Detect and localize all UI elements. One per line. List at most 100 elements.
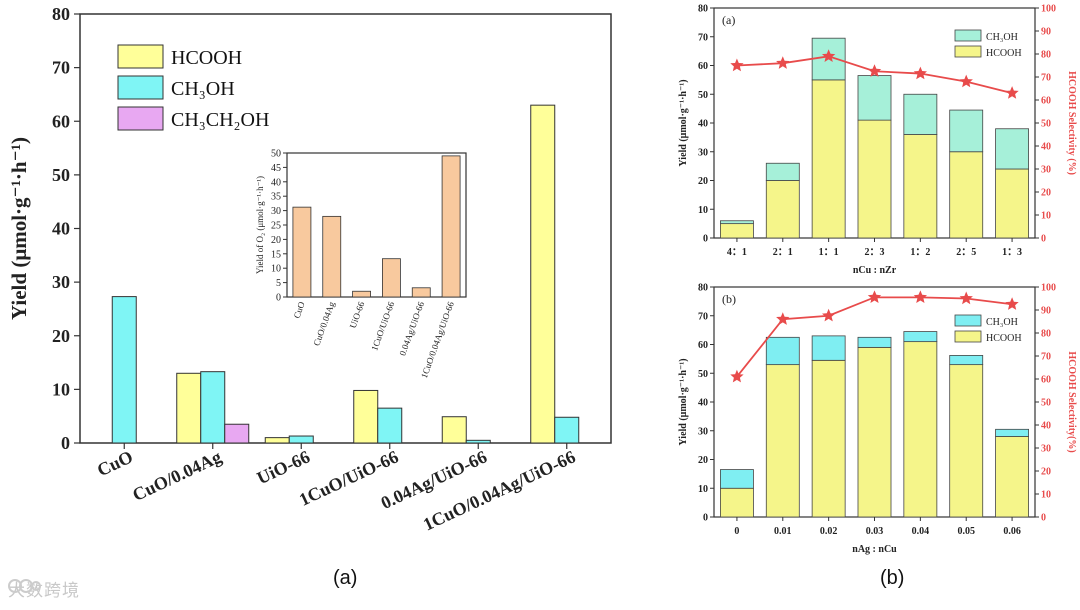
main-legend-swatch: [117, 75, 164, 100]
b-top-y2-tick-label: 10: [1041, 211, 1051, 222]
b-bottom-y2-tick-label: 10: [1041, 490, 1051, 501]
b-bottom-y2-tick-label: 50: [1041, 398, 1051, 409]
b-bottom-x-tick-label: 0.06: [1003, 526, 1021, 537]
inset-x-tick-label: 1CuO/UiO-66: [369, 300, 396, 352]
b-top-y-tick-label: 20: [698, 176, 708, 187]
inset-bar-o2: [292, 206, 312, 298]
watermark-logo-icon: [8, 579, 41, 593]
b-bottom-x-tick-label: 0.02: [820, 526, 838, 537]
b-bottom-bar-ch3oh: [857, 336, 892, 348]
b-top-legend-swatch-ch3oh: [954, 29, 982, 42]
b-bottom-bar-ch3oh: [903, 331, 938, 343]
b-bottom-selectivity-marker: [776, 312, 790, 325]
b-bottom-x-tick-label: 0.04: [912, 526, 930, 537]
b-bottom-y-tick-label: 10: [698, 484, 708, 495]
b-bottom-y-tick-label: 70: [698, 311, 708, 322]
main-bar-hcooh: [530, 104, 556, 444]
b-bottom-bar-hcooh: [811, 359, 846, 518]
main-bar-ch3oh: [377, 407, 403, 444]
b-bottom-selectivity-marker: [822, 308, 836, 322]
main-y-tick-label: 70: [52, 58, 70, 78]
b-top-x-tick-label: 2：5: [956, 247, 976, 258]
b-top-bar-hcooh: [995, 168, 1029, 239]
b-bottom-selectivity-marker: [730, 369, 744, 383]
b-bottom-selectivity-marker: [1005, 297, 1019, 310]
main-y-tick-label: 80: [52, 4, 70, 24]
main-x-tick-label: UiO-66: [254, 446, 313, 488]
b-top-y2-tick-label: 70: [1041, 73, 1051, 84]
inset-y-tick-label: 30: [271, 206, 281, 217]
main-legend-label: CH₃OH: [171, 78, 235, 100]
inset-y-tick-label: 15: [271, 249, 281, 260]
main-y-tick-label: 10: [52, 379, 70, 399]
b-top-bar-hcooh: [857, 119, 892, 239]
main-y-tick-label: 30: [52, 272, 70, 292]
b-bottom-y2-tick-label: 80: [1041, 329, 1051, 340]
watermark: 大数跨境: [8, 576, 80, 601]
b-top-y-axis-label: Yield (μmol·g⁻¹·h⁻¹): [678, 79, 689, 166]
b-top-x-tick-label: 4：1: [727, 247, 747, 258]
b-top-bar-hcooh: [949, 151, 984, 239]
watermark-text: 大数跨境: [8, 581, 80, 601]
b-bottom-y-tick-label: 0: [703, 513, 708, 524]
main-legend-swatch: [117, 106, 164, 131]
inset-bar-o2: [322, 215, 342, 298]
b-top-selectivity-marker: [1005, 86, 1019, 99]
b-top-legend-label-ch3oh: CH₃OH: [986, 32, 1018, 43]
inset-y-tick-label: 5: [276, 278, 281, 289]
main-x-tick-label: CuO/0.04Ag: [129, 446, 224, 504]
main-bar-hcooh: [353, 389, 379, 444]
inset-x-tick-label: UiO-66: [348, 300, 367, 330]
b-top-y-tick-label: 30: [698, 147, 708, 158]
b-bottom-y-tick-label: 50: [698, 369, 708, 380]
inset-y-tick-label: 10: [271, 264, 281, 275]
inset-bar-o2: [352, 290, 371, 298]
main-bar-hcooh: [176, 372, 202, 444]
b-bottom-y2-axis-label: HCOOH Selectivity(%): [1066, 351, 1077, 452]
main-bar-ch3oh: [465, 439, 491, 444]
b-top-y-tick-label: 80: [698, 4, 708, 15]
b-bottom-y-tick-label: 30: [698, 426, 708, 437]
inset-x-tick-label: CuO/0.04Ag: [311, 300, 336, 347]
b-bottom-y-tick-label: 60: [698, 340, 708, 351]
b-bottom-bar-ch3oh: [949, 355, 984, 366]
inset-y-tick-label: 40: [271, 177, 281, 188]
b-top-y2-axis-label: HCOOH Selectivity (%): [1066, 71, 1077, 175]
inset-plot-frame: [286, 152, 467, 298]
b-bottom-y-tick-label: 80: [698, 283, 708, 294]
main-legend-label: HCOOH: [171, 47, 242, 69]
b-bottom-x-tick-label: 0.05: [957, 526, 975, 537]
b-top-y-tick-label: 40: [698, 119, 708, 130]
inset-bar-o2: [411, 287, 431, 298]
b-top-bar-hcooh: [811, 79, 846, 239]
caption-b: (b): [880, 567, 905, 589]
b-bottom-x-axis-label: nAg : nCu: [852, 544, 897, 555]
b-top-y2-tick-label: 20: [1041, 188, 1051, 199]
inset-y-axis-label: Yield of O₂ (μmol·g⁻¹·h⁻¹): [255, 176, 265, 274]
inset-bar-o2: [441, 155, 461, 298]
main-x-tick-label: 1CuO/0.04Ag/UiO-66: [420, 446, 578, 534]
b-top-y-tick-label: 60: [698, 61, 708, 72]
inset-x-tick-label: 0.04Ag/UiO-66: [397, 300, 426, 357]
inset-y-tick-label: 35: [271, 192, 281, 203]
b-bottom-bar-hcooh: [857, 346, 892, 518]
b-top-x-tick-label: 1：2: [910, 247, 930, 258]
main-bar-hcooh: [264, 437, 290, 444]
b-top-y2-tick-label: 40: [1041, 142, 1051, 153]
b-top-panel-label: (a): [722, 13, 735, 27]
main-legend-swatch: [117, 44, 164, 69]
b-top-selectivity-marker: [730, 58, 744, 72]
b-bottom-y2-tick-label: 30: [1041, 444, 1051, 455]
main-bar-ch3oh: [288, 435, 314, 444]
b-bottom-legend-label-hcooh: HCOOH: [986, 333, 1022, 344]
b-top-y2-tick-label: 100: [1041, 4, 1056, 15]
b-bottom-x-tick-label: 0.01: [774, 526, 792, 537]
main-bar-ch3ch2oh: [224, 423, 250, 444]
b-bottom-bar-hcooh: [995, 436, 1029, 518]
b-bottom-legend-label-ch3oh: CH₃OH: [986, 317, 1018, 328]
inset-y-tick-label: 50: [271, 149, 281, 160]
b-bottom-x-tick-label: 0.03: [866, 526, 884, 537]
b-bottom-y2-tick-label: 100: [1041, 283, 1056, 294]
b-top-x-tick-label: 2：1: [773, 247, 793, 258]
